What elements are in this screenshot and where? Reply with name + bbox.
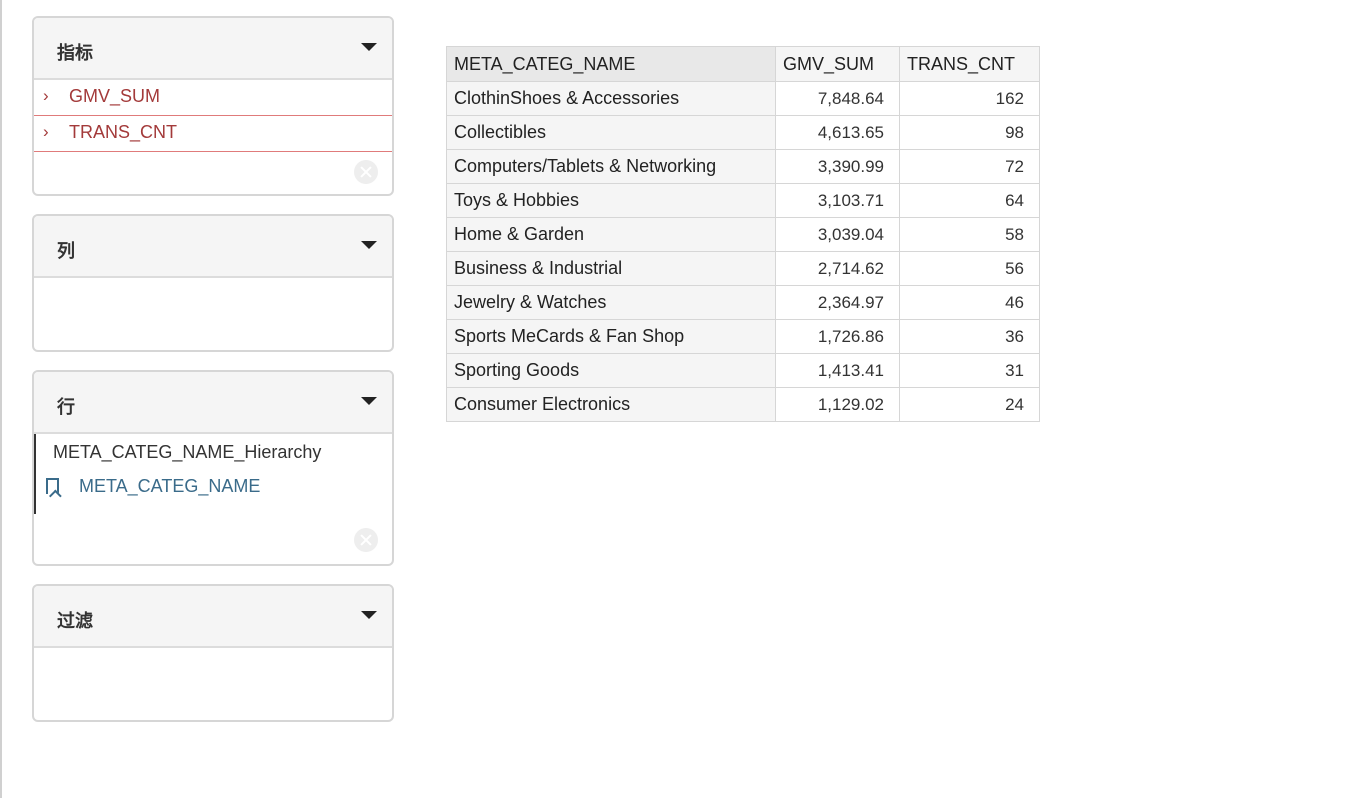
caret-down-icon[interactable] — [360, 236, 378, 254]
gmv-sum-cell: 3,039.04 — [775, 217, 900, 252]
category-cell: Toys & Hobbies — [446, 183, 776, 218]
trans-cnt-cell: 56 — [899, 251, 1040, 286]
measure-item-label: TRANS_CNT — [69, 122, 178, 142]
filter-panel: 过滤 — [32, 584, 394, 722]
trans-cnt-cell: 64 — [899, 183, 1040, 218]
table-body: ClothinShoes & Accessories 7,848.64 162 Col… — [446, 81, 1040, 422]
table-row: ClothinShoes & Accessories 7,848.64 162 — [446, 81, 1040, 116]
trans-cnt-cell: 98 — [899, 115, 1040, 150]
trans-cnt-cell: 162 — [899, 81, 1040, 116]
gmv-sum-cell: 1,726.86 — [775, 319, 900, 354]
category-cell: Jewelry & Watches — [446, 285, 776, 320]
trans-cnt-cell: 24 — [899, 387, 1040, 422]
clear-icon[interactable] — [354, 160, 378, 184]
trans-cnt-cell: 36 — [899, 319, 1040, 354]
table-row: Toys & Hobbies 3,103.71 64 — [446, 183, 1040, 218]
column-header[interactable]: GMV_SUM — [775, 46, 900, 82]
row-level-label: META_CATEG_NAME — [79, 476, 261, 496]
table-row: Sports MeCards & Fan Shop 1,726.86 36 — [446, 319, 1040, 354]
category-cell: Consumer Electronics — [446, 387, 776, 422]
column-header[interactable]: META_CATEG_NAME — [446, 46, 776, 82]
category-cell: Collectibles — [446, 115, 776, 150]
table-row: Computers/Tablets & Networking 3,390.99 72 — [446, 149, 1040, 184]
table-row: Home & Garden 3,039.04 58 — [446, 217, 1040, 252]
rows-panel: 行 META_CATEG_NAME_Hierarchy META_CATEG_N… — [32, 370, 394, 566]
table-header-row: META_CATEG_NAME GMV_SUM TRANS_CNT — [446, 46, 1040, 82]
measure-item-trans-cnt[interactable]: › TRANS_CNT — [34, 116, 392, 152]
gmv-sum-cell: 2,364.97 — [775, 285, 900, 320]
category-cell: Sporting Goods — [446, 353, 776, 388]
measures-panel-title: 指标 — [57, 43, 93, 64]
measures-drop-zone[interactable]: › GMV_SUM › TRANS_CNT — [34, 80, 392, 184]
category-cell: Sports MeCards & Fan Shop — [446, 319, 776, 354]
caret-down-icon[interactable] — [360, 38, 378, 56]
rows-panel-title: 行 — [57, 397, 75, 418]
category-cell: Business & Industrial — [446, 251, 776, 286]
trans-cnt-cell: 46 — [899, 285, 1040, 320]
measures-panel: 指标 › GMV_SUM › TRANS_CNT — [32, 16, 394, 196]
result-table: META_CATEG_NAME GMV_SUM TRANS_CNT Clothi… — [446, 46, 1040, 422]
gmv-sum-cell: 3,103.71 — [775, 183, 900, 218]
column-header[interactable]: TRANS_CNT — [899, 46, 1040, 82]
measure-item-gmv-sum[interactable]: › GMV_SUM — [34, 80, 392, 116]
table-row: Jewelry & Watches 2,364.97 46 — [446, 285, 1040, 320]
columns-panel: 列 — [32, 214, 394, 352]
bookmark-icon — [46, 478, 59, 494]
chevron-right-icon[interactable]: › — [43, 86, 49, 105]
columns-panel-header: 列 — [34, 216, 392, 278]
trans-cnt-cell: 72 — [899, 149, 1040, 184]
category-cell: ClothinShoes & Accessories — [446, 81, 776, 116]
rows-drop-zone[interactable]: META_CATEG_NAME_Hierarchy META_CATEG_NAM… — [34, 434, 392, 564]
measure-item-label: GMV_SUM — [69, 86, 161, 106]
table-row: Sporting Goods 1,413.41 31 — [446, 353, 1040, 388]
columns-drop-zone[interactable] — [34, 278, 392, 350]
row-hierarchy-group[interactable]: META_CATEG_NAME_Hierarchy META_CATEG_NAM… — [34, 434, 392, 514]
caret-down-icon[interactable] — [360, 392, 378, 410]
table-row: Consumer Electronics 1,129.02 24 — [446, 387, 1040, 422]
gmv-sum-cell: 7,848.64 — [775, 81, 900, 116]
gmv-sum-cell: 3,390.99 — [775, 149, 900, 184]
category-cell: Computers/Tablets & Networking — [446, 149, 776, 184]
gmv-sum-cell: 2,714.62 — [775, 251, 900, 286]
filter-drop-zone[interactable] — [34, 648, 392, 720]
filter-panel-title: 过滤 — [57, 611, 93, 632]
measures-panel-header: 指标 — [34, 18, 392, 80]
gmv-sum-cell: 1,129.02 — [775, 387, 900, 422]
caret-down-icon[interactable] — [360, 606, 378, 624]
rows-panel-header: 行 — [34, 372, 392, 434]
category-cell: Home & Garden — [446, 217, 776, 252]
trans-cnt-cell: 58 — [899, 217, 1040, 252]
trans-cnt-cell: 31 — [899, 353, 1040, 388]
columns-panel-title: 列 — [57, 241, 75, 262]
row-hierarchy-label: META_CATEG_NAME_Hierarchy — [53, 442, 322, 462]
table-row: Collectibles 4,613.65 98 — [446, 115, 1040, 150]
gmv-sum-cell: 4,613.65 — [775, 115, 900, 150]
table-row: Business & Industrial 2,714.62 56 — [446, 251, 1040, 286]
clear-icon[interactable] — [354, 528, 378, 552]
filter-panel-header: 过滤 — [34, 586, 392, 648]
gmv-sum-cell: 1,413.41 — [775, 353, 900, 388]
chevron-right-icon[interactable]: › — [43, 122, 49, 141]
